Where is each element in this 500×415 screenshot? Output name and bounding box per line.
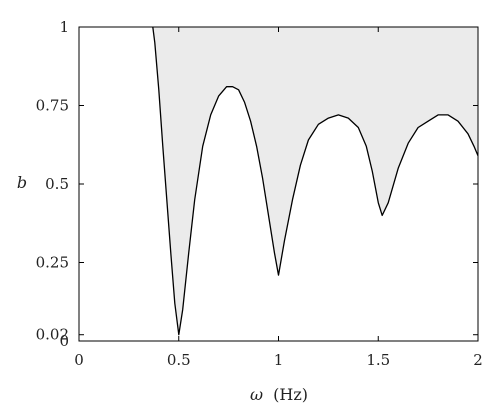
y-tick-label: 0.02 (36, 326, 69, 344)
labels-layer: b ω (Hz) (17, 173, 308, 404)
y-tick-label: 0 (59, 332, 69, 350)
unstable-region (152, 27, 479, 335)
x-axis-label: ω (Hz) (250, 385, 308, 404)
y-tick-label: 1 (59, 18, 69, 36)
x-tick-label: 2 (473, 351, 483, 369)
y-axis-label: b (17, 173, 27, 192)
y-tick-label: 0.75 (36, 97, 69, 115)
x-axis-symbol: ω (250, 385, 263, 404)
x-tick-label: 1 (274, 351, 284, 369)
x-tick-label: 1.5 (366, 351, 390, 369)
plot-layer (152, 26, 479, 336)
boundary-curve (152, 26, 479, 336)
axes-layer: 0 0.5 1 1.5 200.020.250.50.751 (36, 18, 483, 369)
y-tick-label: 0.5 (45, 175, 69, 193)
x-tick-label: 0.5 (167, 351, 191, 369)
y-tick-label: 0.25 (36, 254, 69, 272)
x-axis-unit: (Hz) (273, 385, 308, 404)
x-tick-label: 0 (74, 351, 84, 369)
